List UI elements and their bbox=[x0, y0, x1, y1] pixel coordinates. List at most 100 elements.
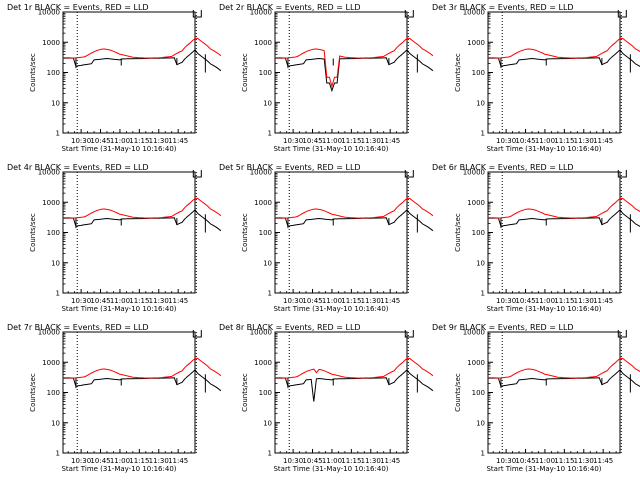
y-tick-label: 1 bbox=[56, 450, 60, 458]
y-tick-label: 1000 bbox=[467, 39, 485, 47]
x-tick-label: 11:00 bbox=[535, 137, 555, 145]
y-tick-label: 10 bbox=[51, 99, 60, 107]
x-tick-label: 11:15 bbox=[554, 137, 574, 145]
series-events-black bbox=[63, 209, 222, 232]
series-lld-red bbox=[274, 357, 434, 379]
x-tick-label: 11:15 bbox=[129, 457, 149, 465]
series-lld-red bbox=[274, 37, 434, 89]
x-tick-label: 10:30 bbox=[496, 137, 516, 145]
interval-bracket bbox=[192, 330, 202, 338]
y-tick-label: 1000 bbox=[254, 359, 272, 367]
y-tick-label: 1 bbox=[56, 290, 60, 298]
y-tick-label: 10 bbox=[476, 259, 485, 267]
interval-bracket bbox=[617, 10, 627, 18]
x-tick-label: 11:15 bbox=[129, 297, 149, 305]
x-axis-label: Start Time (31-May-10 10:16:40) bbox=[273, 305, 388, 313]
chart-title: Det 4r BLACK = Events, RED = LLD bbox=[7, 163, 149, 172]
x-tick-label: 11:15 bbox=[341, 297, 361, 305]
chart-panel-2: Det 2r BLACK = Events, RED = LLD 1 10 100 10… bbox=[219, 3, 434, 153]
interval-bracket bbox=[617, 330, 627, 338]
chart-panel-6: Det 6r BLACK = Events, RED = LLD 1 10 100 10… bbox=[432, 163, 640, 313]
series-events-black bbox=[63, 369, 222, 392]
x-tick-label: 11:00 bbox=[322, 297, 342, 305]
x-tick-label: 11:45 bbox=[593, 297, 613, 305]
y-tick-label: 100 bbox=[259, 69, 272, 77]
plot-frame bbox=[487, 331, 621, 454]
series-events-black bbox=[488, 209, 640, 227]
y-axis-label: Counts/sec bbox=[29, 53, 37, 92]
x-tick-label: 11:45 bbox=[593, 137, 613, 145]
series-events-black bbox=[488, 49, 640, 67]
chart-title: Det 2r BLACK = Events, RED = LLD bbox=[219, 3, 361, 12]
x-tick-label: 11:30 bbox=[361, 137, 381, 145]
x-tick-label: 11:00 bbox=[322, 137, 342, 145]
x-tick-label: 11:15 bbox=[341, 457, 361, 465]
x-axis-label: Start Time (31-May-10 10:16:40) bbox=[486, 305, 601, 313]
series-lld-red bbox=[62, 37, 222, 59]
x-tick-label: 10:30 bbox=[71, 297, 91, 305]
chart-title: Det 5r BLACK = Events, RED = LLD bbox=[219, 163, 361, 172]
chart-panel-7: Det 7r BLACK = Events, RED = LLD 1 10 100 10… bbox=[7, 323, 222, 473]
y-tick-label: 10000 bbox=[250, 329, 272, 337]
y-axis-label: Counts/sec bbox=[29, 373, 37, 412]
x-tick-label: 11:30 bbox=[574, 457, 594, 465]
series-lld-red bbox=[487, 197, 640, 219]
interval-bracket bbox=[404, 330, 414, 338]
series-events-black bbox=[275, 369, 434, 402]
series-lld-red bbox=[487, 357, 640, 379]
x-tick-label: 11:30 bbox=[361, 297, 381, 305]
x-tick-label: 10:30 bbox=[283, 457, 303, 465]
y-tick-label: 1 bbox=[481, 290, 485, 298]
x-tick-label: 11:45 bbox=[380, 137, 400, 145]
x-tick-label: 10:30 bbox=[71, 137, 91, 145]
plot-frame bbox=[62, 171, 196, 294]
x-tick-label: 11:30 bbox=[149, 457, 169, 465]
x-tick-label: 11:45 bbox=[593, 457, 613, 465]
y-tick-label: 1 bbox=[481, 130, 485, 138]
x-axis-label: Start Time (31-May-10 10:16:40) bbox=[61, 305, 176, 313]
y-axis-label: Counts/sec bbox=[454, 53, 462, 92]
y-tick-label: 1000 bbox=[42, 359, 60, 367]
y-tick-label: 10 bbox=[51, 419, 60, 427]
x-tick-label: 11:45 bbox=[168, 457, 188, 465]
y-tick-label: 10000 bbox=[38, 329, 60, 337]
x-tick-label: 10:30 bbox=[283, 297, 303, 305]
chart-panel-3: Det 3r BLACK = Events, RED = LLD 1 10 100 10… bbox=[432, 3, 640, 153]
y-tick-label: 100 bbox=[472, 69, 485, 77]
x-tick-label: 10:45 bbox=[515, 457, 535, 465]
series-lld-red bbox=[62, 197, 222, 219]
x-tick-label: 11:45 bbox=[380, 297, 400, 305]
x-tick-label: 11:15 bbox=[554, 457, 574, 465]
chart-panel-9: Det 9r BLACK = Events, RED = LLD 1 10 100 10… bbox=[432, 323, 640, 473]
y-tick-label: 1 bbox=[481, 450, 485, 458]
plot-frame bbox=[62, 11, 196, 134]
y-tick-label: 10000 bbox=[250, 9, 272, 17]
y-axis-label: Counts/sec bbox=[454, 373, 462, 412]
y-tick-label: 10000 bbox=[38, 9, 60, 17]
y-tick-label: 1000 bbox=[42, 199, 60, 207]
chart-title: Det 3r BLACK = Events, RED = LLD bbox=[432, 3, 574, 12]
y-axis-label: Counts/sec bbox=[241, 53, 249, 92]
x-tick-label: 11:00 bbox=[322, 457, 342, 465]
x-tick-label: 11:00 bbox=[110, 457, 130, 465]
y-tick-label: 1000 bbox=[42, 39, 60, 47]
interval-bracket bbox=[617, 170, 627, 178]
y-tick-label: 10 bbox=[51, 259, 60, 267]
plot-frame bbox=[62, 331, 196, 454]
chart-title: Det 9r BLACK = Events, RED = LLD bbox=[432, 323, 574, 332]
x-tick-label: 11:15 bbox=[129, 137, 149, 145]
chart-panel-4: Det 4r BLACK = Events, RED = LLD 1 10 100 10… bbox=[7, 163, 222, 313]
x-tick-label: 10:30 bbox=[496, 457, 516, 465]
x-tick-label: 11:30 bbox=[149, 297, 169, 305]
y-tick-label: 1 bbox=[268, 130, 272, 138]
series-events-black bbox=[488, 369, 640, 387]
plot-frame bbox=[487, 171, 621, 294]
plot-frame bbox=[274, 171, 408, 294]
y-tick-label: 10 bbox=[263, 419, 272, 427]
y-tick-label: 1 bbox=[268, 290, 272, 298]
x-tick-label: 10:45 bbox=[302, 137, 322, 145]
y-tick-label: 100 bbox=[259, 229, 272, 237]
y-axis-label: Counts/sec bbox=[241, 373, 249, 412]
x-tick-label: 10:45 bbox=[90, 297, 110, 305]
